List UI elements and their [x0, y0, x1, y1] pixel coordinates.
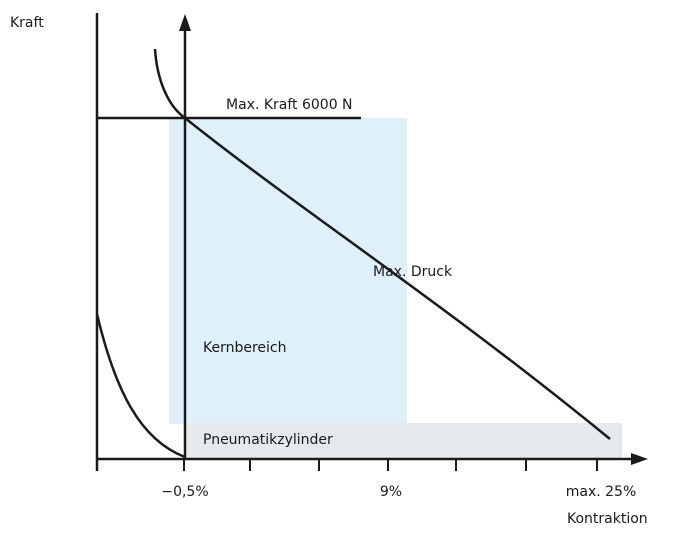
- max-pressure-curve: [153, 48, 611, 440]
- x-axis-label: Kontraktion: [567, 511, 648, 527]
- max-pressure-label: Max. Druck: [373, 264, 453, 280]
- pneumatic-cylinder-band: [185, 423, 622, 459]
- core-range-area: [169, 118, 407, 424]
- y-axis-arrow: [179, 14, 191, 31]
- core-range-label: Kernbereich: [203, 340, 287, 356]
- y-axis-label: Kraft: [10, 15, 44, 31]
- pneumatic-cylinder-label: Pneumatikzylinder: [203, 432, 333, 448]
- x-tick-label-left: −0,5%: [161, 484, 208, 500]
- x-tick-label-right: max. 25%: [566, 484, 637, 500]
- low-force-curve: [95, 313, 186, 459]
- x-tick-label-middle: 9%: [380, 484, 402, 500]
- max-force-label: Max. Kraft 6000 N: [226, 97, 353, 113]
- x-axis-ticks: [96, 459, 598, 471]
- x-axis-arrow: [631, 453, 648, 465]
